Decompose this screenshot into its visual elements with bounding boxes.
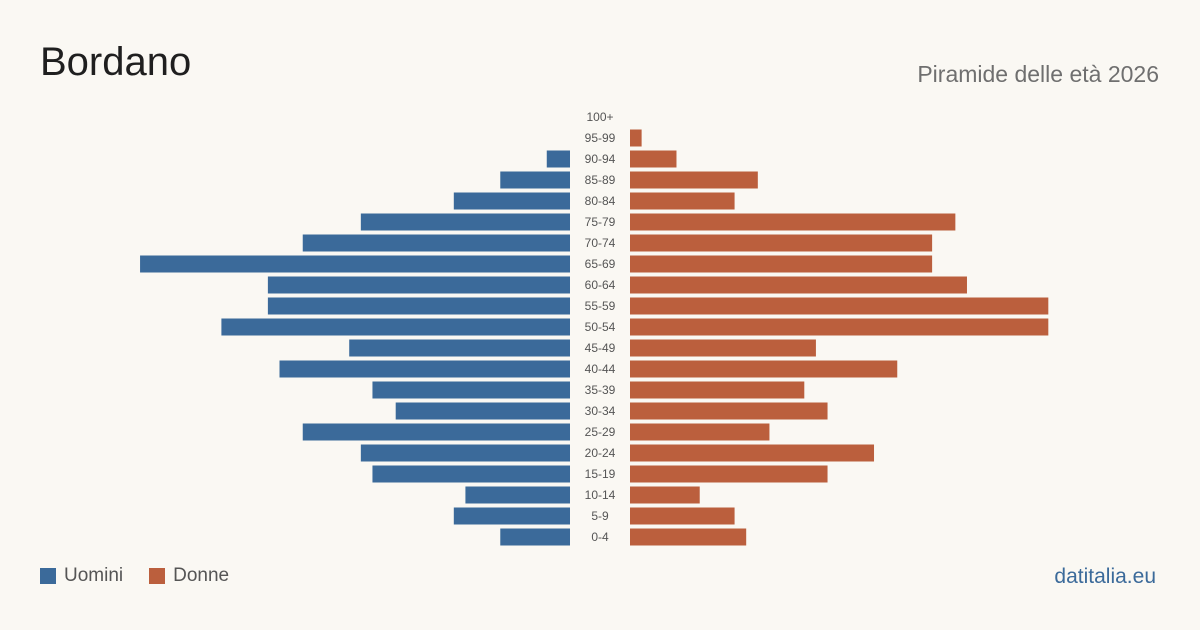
bar-women-20-24 — [630, 444, 875, 462]
age-label-45-49: 45-49 — [585, 341, 616, 355]
age-label-40-44: 40-44 — [585, 362, 616, 376]
bar-men-15-19 — [372, 465, 570, 483]
bar-women-5-9 — [630, 507, 735, 525]
bar-women-10-14 — [630, 486, 700, 504]
bar-men-25-29 — [302, 423, 570, 441]
bar-men-45-49 — [349, 339, 570, 357]
bar-men-10-14 — [465, 486, 570, 504]
age-label-80-84: 80-84 — [585, 194, 616, 208]
bar-men-70-74 — [302, 234, 570, 252]
bar-men-5-9 — [453, 507, 570, 525]
legend-item-women: Donne — [149, 565, 229, 587]
bar-women-95-99 — [630, 129, 642, 147]
bar-women-80-84 — [630, 192, 735, 210]
bar-women-90-94 — [630, 150, 677, 168]
bar-men-80-84 — [453, 192, 570, 210]
bar-women-50-54 — [630, 318, 1049, 336]
bar-men-40-44 — [279, 360, 570, 378]
bar-women-70-74 — [630, 234, 933, 252]
bar-women-75-79 — [630, 213, 956, 231]
age-label-5-9: 5-9 — [591, 509, 609, 523]
age-label-35-39: 35-39 — [585, 383, 616, 397]
age-label-15-19: 15-19 — [585, 467, 616, 481]
source-link[interactable]: datitalia.eu — [1054, 565, 1156, 588]
age-label-70-74: 70-74 — [585, 236, 616, 250]
age-label-65-69: 65-69 — [585, 257, 616, 271]
bar-women-25-29 — [630, 423, 770, 441]
bar-men-0-4 — [500, 528, 570, 546]
age-label-10-14: 10-14 — [585, 488, 616, 502]
age-label-20-24: 20-24 — [585, 446, 616, 460]
women-swatch-icon — [149, 568, 166, 584]
bar-women-65-69 — [630, 255, 933, 273]
bar-men-30-34 — [395, 402, 570, 420]
bar-men-75-79 — [360, 213, 570, 231]
bar-women-55-59 — [630, 297, 1049, 315]
bar-women-85-89 — [630, 171, 758, 189]
age-label-30-34: 30-34 — [585, 404, 616, 418]
bar-women-45-49 — [630, 339, 816, 357]
age-label-50-54: 50-54 — [585, 320, 616, 334]
bar-women-35-39 — [630, 381, 805, 399]
chart-legend: Uomini Donne — [40, 565, 255, 587]
legend-men-label: Uomini — [64, 565, 124, 586]
age-label-75-79: 75-79 — [585, 215, 616, 229]
bar-men-90-94 — [546, 150, 570, 168]
men-swatch-icon — [40, 568, 56, 584]
bar-women-40-44 — [630, 360, 898, 378]
bar-men-20-24 — [360, 444, 570, 462]
age-label-90-94: 90-94 — [585, 152, 616, 166]
bar-men-65-69 — [140, 255, 570, 273]
age-label-0-4: 0-4 — [591, 530, 609, 544]
age-label-95-99: 95-99 — [585, 131, 616, 145]
bar-women-15-19 — [630, 465, 828, 483]
bar-men-60-64 — [267, 276, 570, 294]
bar-men-55-59 — [267, 297, 570, 315]
bar-men-50-54 — [221, 318, 570, 336]
legend-item-men: Uomini — [40, 565, 123, 587]
age-label-25-29: 25-29 — [585, 425, 616, 439]
page-title: Bordano — [40, 40, 192, 84]
bar-men-85-89 — [500, 171, 570, 189]
age-label-55-59: 55-59 — [585, 299, 616, 313]
bar-women-60-64 — [630, 276, 967, 294]
bar-women-30-34 — [630, 402, 828, 420]
age-label-60-64: 60-64 — [585, 278, 616, 292]
chart-subtitle: Piramide delle età 2026 — [917, 61, 1159, 87]
legend-women-label: Donne — [173, 565, 230, 586]
bar-men-35-39 — [372, 381, 570, 399]
bar-women-0-4 — [630, 528, 747, 546]
age-label-100+: 100+ — [586, 110, 613, 124]
age-label-85-89: 85-89 — [585, 173, 616, 187]
